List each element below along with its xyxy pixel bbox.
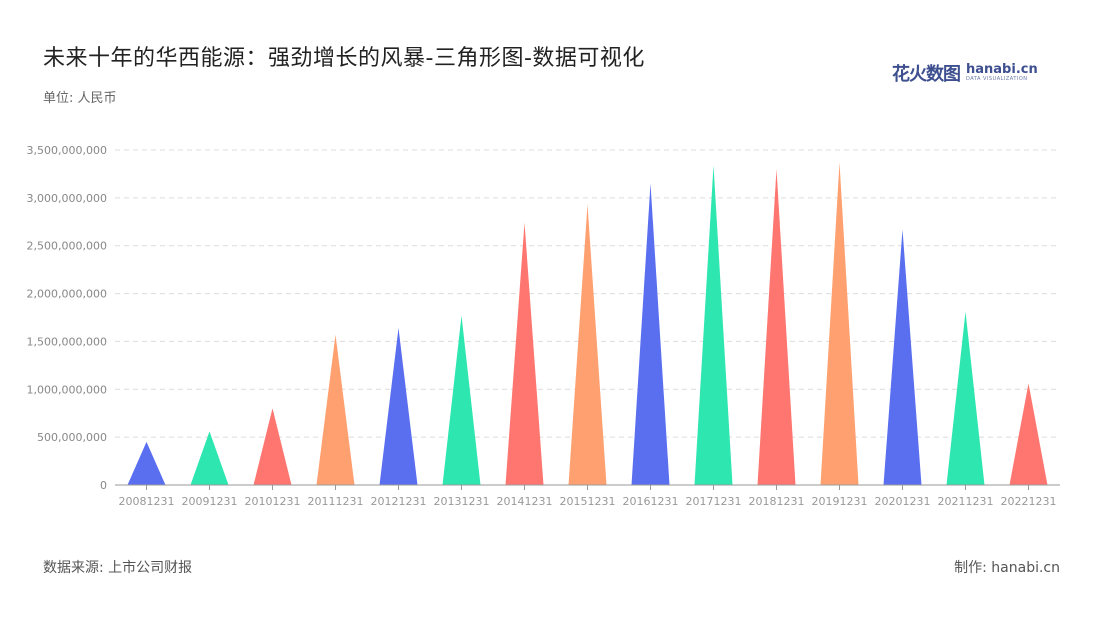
x-tick-label: 20081231 [119, 495, 175, 508]
bar-20151231 [568, 204, 607, 486]
x-tick-label: 20171231 [686, 495, 742, 508]
bar-20211231 [946, 311, 985, 485]
bar-20141231 [505, 222, 544, 485]
y-tick-label: 3,000,000,000 [27, 192, 107, 205]
y-tick-label: 1,500,000,000 [27, 335, 107, 348]
y-tick-label: 0 [100, 479, 107, 492]
x-tick-label: 20101231 [245, 495, 301, 508]
bar-20081231 [127, 441, 166, 485]
bar-20111231 [316, 334, 355, 485]
x-tick-label: 20091231 [182, 495, 238, 508]
unit-label: 单位: 人民币 [43, 91, 117, 106]
page-title: 未来十年的华西能源：强劲增长的风暴-三角形图-数据可视化 [43, 46, 645, 71]
y-tick-label: 500,000,000 [37, 431, 107, 444]
bar-20191231 [820, 162, 859, 485]
bar-20121231 [379, 328, 418, 485]
x-tick-label: 20191231 [812, 495, 868, 508]
y-tick-label: 3,500,000,000 [27, 144, 107, 157]
x-tick-label: 20131231 [434, 495, 490, 508]
x-tick-label: 20221231 [1001, 495, 1057, 508]
bar-20091231 [190, 431, 229, 485]
bar-20221231 [1009, 383, 1048, 485]
y-tick-label: 1,000,000,000 [27, 383, 107, 396]
x-tick-label: 20121231 [371, 495, 427, 508]
data-source: 数据来源: 上市公司财报 [43, 560, 193, 576]
bars [127, 162, 1048, 486]
x-tick-label: 20201231 [875, 495, 931, 508]
bar-20171231 [694, 165, 733, 486]
bar-20131231 [442, 315, 481, 485]
credit-text: 制作: hanabi.cn [954, 560, 1060, 576]
y-tick-label: 2,500,000,000 [27, 240, 107, 253]
x-tick-label: 20151231 [560, 495, 616, 508]
y-axis-ticks: 0 500,000,000 1,000,000,000 1,500,000,000 2,… [27, 144, 107, 492]
brand-logo: 花火数图 hanabi.cn DATA VISUALIZATION [892, 60, 1038, 86]
bar-20161231 [631, 183, 670, 485]
x-tick-label: 20141231 [497, 495, 553, 508]
bar-20201231 [883, 229, 922, 485]
logo-en-sub: DATA VISUALIZATION [966, 76, 1028, 82]
logo-en-block: hanabi.cn DATA VISUALIZATION [966, 63, 1038, 83]
x-tick-label: 20111231 [308, 495, 364, 508]
x-tick-label: 20211231 [938, 495, 994, 508]
y-tick-label: 2,000,000,000 [27, 288, 107, 301]
x-axis-ticks: 20081231 20091231 20101231 20111231 20121231… [119, 485, 1057, 508]
x-tick-label: 20161231 [623, 495, 679, 508]
logo-cn-text: 花火数图 [892, 64, 961, 85]
x-tick-label: 20181231 [749, 495, 805, 508]
bar-20101231 [253, 408, 292, 485]
bar-20181231 [757, 169, 796, 485]
logo-en-text: hanabi.cn [966, 62, 1038, 77]
